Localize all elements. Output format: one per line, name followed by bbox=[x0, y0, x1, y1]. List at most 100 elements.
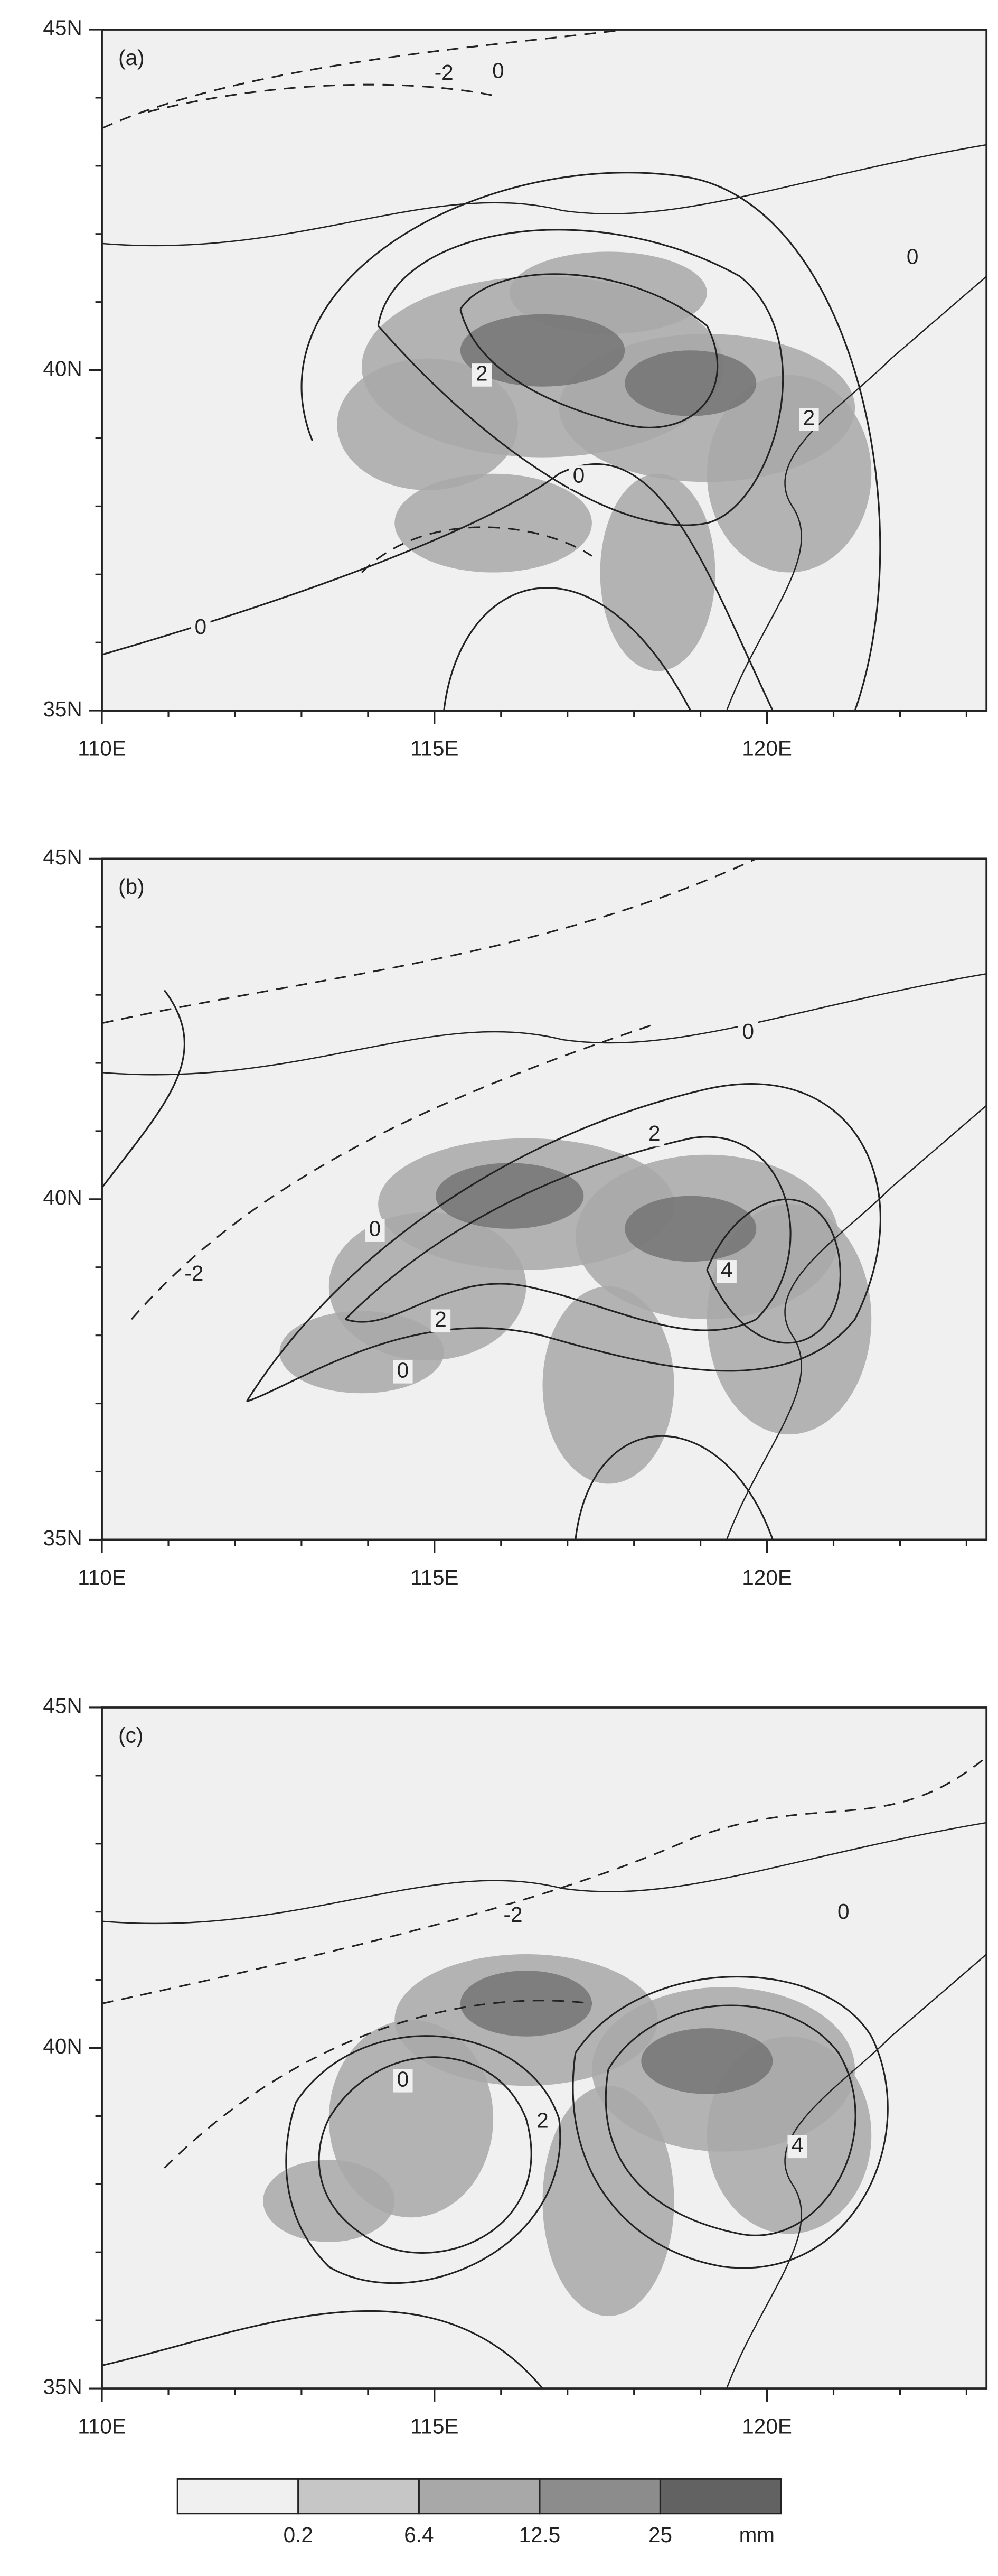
contour-label-bg bbox=[787, 2135, 807, 2159]
y-tick-label: 40N bbox=[43, 2034, 82, 2058]
precip-area bbox=[279, 1311, 444, 1394]
contour-label-bg bbox=[184, 1263, 204, 1286]
contour-line bbox=[361, 526, 592, 573]
panel-label: (a) bbox=[118, 45, 144, 70]
contour-label-bg bbox=[532, 2110, 553, 2134]
precip-heavy bbox=[625, 1196, 757, 1262]
y-tick-label: 35N bbox=[43, 1526, 82, 1550]
contour-label-bg bbox=[393, 1360, 413, 1384]
contour-line bbox=[246, 1083, 881, 1403]
contour-label: 0 bbox=[195, 614, 207, 639]
map-panel: -2 0 0 2 2 0 0 (a) 110E 115E 120E 45N 40N 35N bbox=[43, 16, 988, 761]
contour-line bbox=[459, 273, 719, 428]
contour-label-bg bbox=[644, 1123, 664, 1147]
contour-line bbox=[101, 1756, 987, 2004]
contour-label: 2 bbox=[536, 2108, 549, 2132]
precip-heavy bbox=[641, 2028, 773, 2094]
contour-label: 0 bbox=[907, 245, 919, 269]
contour-label: 0 bbox=[492, 59, 504, 83]
precip-area bbox=[707, 375, 872, 573]
colorbar-box bbox=[176, 2478, 299, 2515]
contour-label-bg bbox=[717, 1260, 737, 1283]
contour-label: 0 bbox=[742, 1019, 754, 1043]
contour-label: -2 bbox=[503, 1902, 522, 1927]
contour-label: 0 bbox=[573, 463, 585, 488]
colorbar-label: 25 bbox=[648, 2523, 672, 2547]
precip-area bbox=[707, 1204, 872, 1435]
contour-label-bg bbox=[393, 2069, 413, 2093]
precip-heavy bbox=[625, 350, 757, 416]
y-tick-label: 40N bbox=[43, 356, 82, 380]
precip-area bbox=[263, 2160, 395, 2242]
x-tick-label: 110E bbox=[78, 736, 126, 761]
contour-label-bg bbox=[488, 61, 509, 84]
x-tick-label: 110E bbox=[78, 1565, 126, 1590]
colorbar-label: 12.5 bbox=[519, 2523, 561, 2547]
border bbox=[101, 144, 987, 247]
precip-area bbox=[394, 473, 592, 573]
contour-label: 2 bbox=[648, 1121, 661, 1145]
border bbox=[101, 973, 987, 1076]
contour-label-bg bbox=[833, 1901, 853, 1925]
contour-label: 2 bbox=[803, 406, 815, 430]
contour-label: -2 bbox=[184, 1261, 203, 1285]
contour-line bbox=[285, 2035, 561, 2284]
contour-line bbox=[605, 2004, 856, 2236]
contour-label: 0 bbox=[397, 1358, 409, 1382]
colorbar-label: 0.2 bbox=[284, 2523, 313, 2547]
y-tick-label: 45N bbox=[43, 1694, 82, 1718]
contour-line bbox=[164, 2000, 592, 2169]
precip-area bbox=[600, 473, 715, 671]
y-tick-label: 35N bbox=[43, 697, 82, 721]
contour-line bbox=[344, 1136, 792, 1331]
contour-label-bg bbox=[569, 465, 589, 489]
contour-label-bg bbox=[365, 1219, 385, 1242]
colorbar-unit: mm bbox=[739, 2523, 775, 2547]
coastline bbox=[726, 1954, 987, 2389]
contour-label: 0 bbox=[397, 2067, 409, 2091]
contour-line bbox=[318, 2056, 532, 2254]
panel-label-bg bbox=[108, 39, 158, 76]
y-tick-label: 45N bbox=[43, 845, 82, 869]
panel-label: (c) bbox=[118, 1723, 143, 1748]
contour-line bbox=[101, 990, 185, 1189]
panel-label: (b) bbox=[118, 874, 144, 899]
panel-label-bg bbox=[108, 1717, 158, 1754]
precip-area bbox=[337, 358, 518, 490]
colorbar-box bbox=[418, 2478, 541, 2515]
contour-label-bg bbox=[434, 62, 454, 86]
precip-area bbox=[510, 251, 707, 334]
contour-label-bg bbox=[430, 1309, 451, 1333]
contour-label-bg bbox=[503, 1905, 523, 1928]
contour-label: 0 bbox=[837, 1899, 850, 1924]
contour-line bbox=[300, 172, 881, 711]
y-tick-label: 45N bbox=[43, 16, 82, 40]
precip-area bbox=[328, 2020, 494, 2218]
colorbar: 0.2 6.4 12.5 25 mm bbox=[176, 2478, 782, 2547]
x-tick-label: 115E bbox=[410, 1565, 459, 1590]
contour-label: 2 bbox=[435, 1307, 447, 1331]
contour-line bbox=[377, 229, 784, 526]
colorbar-label: 6.4 bbox=[404, 2523, 434, 2547]
contour-label-bg bbox=[902, 247, 922, 270]
contour-label: 4 bbox=[721, 1258, 733, 1282]
contour-line bbox=[101, 857, 757, 1024]
contour-line bbox=[706, 1198, 841, 1344]
x-tick-label: 120E bbox=[742, 2414, 792, 2438]
contour-line bbox=[101, 2310, 543, 2390]
contour-label: 2 bbox=[476, 361, 488, 386]
coastline bbox=[726, 1105, 987, 1540]
colorbar-box bbox=[297, 2478, 420, 2515]
coastline bbox=[726, 276, 987, 711]
contour-label: 4 bbox=[792, 2133, 804, 2157]
precip-heavy bbox=[460, 1971, 592, 2037]
y-tick-label: 35N bbox=[43, 2375, 82, 2399]
contour-label: -2 bbox=[435, 60, 454, 85]
map-panel: 0 2 -2 0 4 2 0 (b) 110E 115E 120E 45N 40N 35N bbox=[43, 845, 988, 1590]
precip-heavy bbox=[436, 1163, 584, 1229]
contour-line bbox=[130, 1022, 658, 1320]
y-tick-label: 40N bbox=[43, 1186, 82, 1210]
colorbar-box bbox=[539, 2478, 662, 2515]
